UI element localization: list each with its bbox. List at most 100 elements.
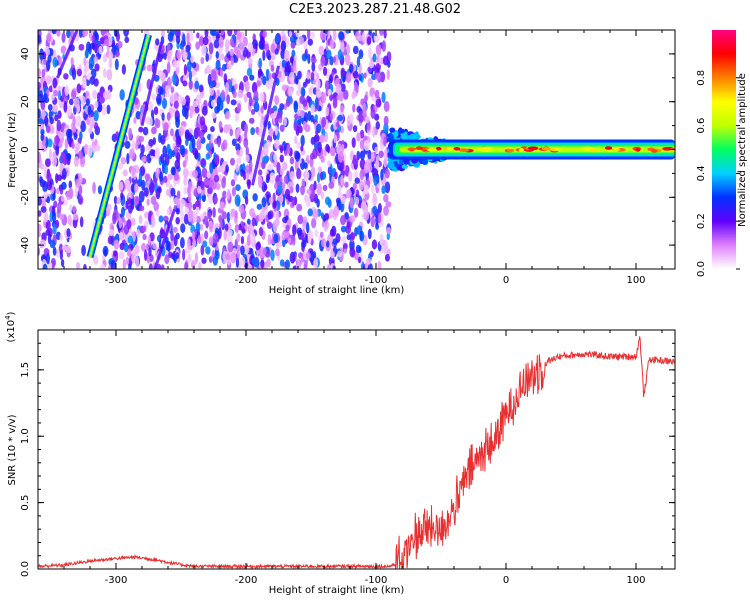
noise-blob	[381, 40, 387, 53]
noise-blob	[66, 228, 71, 238]
noise-blob	[76, 83, 82, 94]
noise-blob	[327, 160, 331, 168]
noise-blob	[382, 55, 389, 66]
noise-blob	[263, 183, 268, 191]
noise-blob	[133, 116, 137, 124]
noise-blob	[104, 38, 109, 47]
snr-xtick-label: 100	[626, 575, 645, 586]
noise-blob	[234, 194, 241, 206]
noise-blob	[256, 203, 263, 210]
noise-blob	[72, 116, 76, 127]
noise-blob	[274, 218, 280, 227]
noise-blob	[170, 230, 174, 243]
noise-blob	[149, 148, 155, 156]
noise-blob	[164, 254, 170, 265]
noise-blob	[368, 47, 372, 59]
noise-blob	[349, 232, 356, 241]
noise-blob	[373, 33, 380, 43]
noise-blob	[245, 154, 250, 163]
noise-blob	[148, 182, 155, 194]
noise-blob	[38, 210, 42, 217]
noise-blob	[356, 132, 361, 142]
noise-blob	[288, 30, 293, 38]
noise-blob	[42, 196, 46, 204]
noise-blob	[55, 144, 60, 156]
noise-blob	[163, 175, 168, 184]
noise-blob	[38, 246, 41, 256]
noise-blob	[105, 209, 111, 217]
noise-blob	[233, 173, 238, 182]
noise-blob	[262, 50, 266, 61]
noise-blob	[269, 172, 276, 184]
noise-blob	[384, 181, 391, 194]
noise-blob	[102, 67, 107, 78]
noise-blob	[282, 161, 288, 171]
noise-blob	[46, 59, 51, 71]
noise-blob	[91, 39, 96, 51]
noise-blob	[196, 138, 202, 151]
noise-blob	[120, 191, 124, 201]
noise-blob	[226, 211, 231, 223]
noise-blob	[65, 153, 72, 160]
band-peak	[541, 146, 551, 151]
spectrogram-ytick-label: 0	[20, 146, 31, 152]
noise-blob	[153, 106, 159, 116]
noise-blob	[194, 106, 200, 114]
noise-blob	[305, 171, 310, 180]
noise-blob	[281, 230, 287, 241]
noise-blob	[166, 208, 171, 216]
spectrogram-ytick-label: -40	[20, 237, 31, 253]
band-scatter	[399, 128, 406, 134]
noise-blob	[300, 134, 305, 147]
noise-blob	[57, 202, 62, 214]
noise-blob	[172, 226, 178, 233]
noise-blob	[46, 32, 52, 43]
noise-blob	[175, 67, 180, 75]
noise-blob	[118, 181, 124, 191]
noise-blob	[140, 144, 145, 154]
noise-blob	[340, 143, 345, 153]
noise-blob	[359, 150, 366, 160]
noise-blob	[185, 44, 191, 53]
noise-blob	[87, 144, 93, 157]
noise-blob	[121, 216, 125, 223]
noise-blob	[378, 150, 384, 159]
noise-blob	[322, 66, 328, 77]
noise-blob	[184, 101, 190, 112]
noise-blob	[367, 149, 372, 161]
band-peak	[662, 147, 671, 151]
noise-blob	[285, 224, 290, 232]
noise-blob	[210, 125, 215, 133]
noise-blob	[287, 87, 293, 97]
band-scatter	[401, 164, 408, 169]
noise-blob	[121, 64, 127, 75]
noise-blob	[374, 89, 380, 99]
noise-blob	[235, 257, 240, 268]
noise-blob	[46, 172, 52, 182]
noise-blob	[364, 262, 369, 269]
noise-blob	[119, 89, 125, 101]
noise-blob	[332, 56, 337, 63]
noise-blob	[113, 195, 118, 205]
noise-blob	[333, 205, 340, 217]
noise-blob	[212, 207, 216, 218]
noise-blob	[93, 78, 99, 87]
noise-blob	[279, 259, 285, 267]
noise-blob	[240, 168, 245, 177]
noise-blob	[192, 147, 199, 156]
noise-blob	[361, 32, 366, 43]
noise-blob	[94, 100, 99, 109]
noise-blob	[150, 109, 155, 120]
noise-blob	[370, 108, 376, 119]
noise-blob	[216, 89, 221, 97]
noise-blob	[358, 110, 363, 122]
noise-blob	[284, 188, 291, 200]
noise-blob	[213, 39, 220, 49]
noise-blob	[305, 77, 311, 84]
noise-blob	[230, 99, 237, 106]
noise-blob	[118, 231, 124, 241]
noise-blob	[287, 181, 294, 189]
noise-blob	[151, 214, 155, 226]
noise-blob	[56, 30, 61, 37]
noise-blob	[261, 197, 267, 208]
